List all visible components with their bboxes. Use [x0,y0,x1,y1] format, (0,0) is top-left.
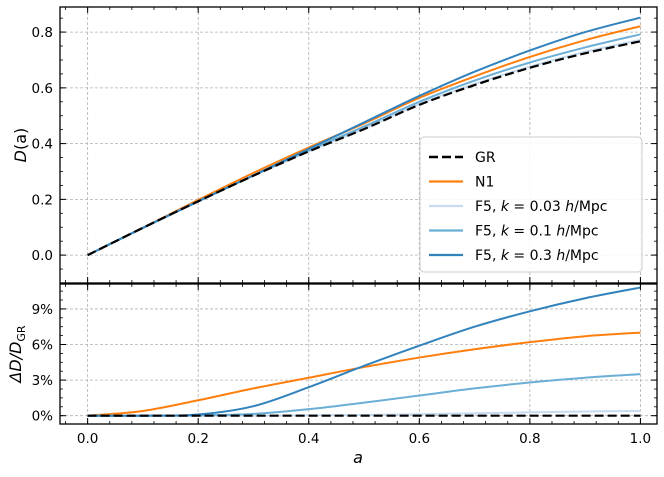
top-plot-frame [59,6,658,284]
x-tick-label: 0.6 [409,431,430,447]
x-tick-label: 0.8 [519,431,540,447]
x-axis-title: a [353,448,363,467]
top-series-line [87,40,641,257]
bot-series-line [87,331,641,417]
bot-y-tick-label: 6% [32,338,54,354]
bot-series-line [87,286,641,417]
bottom-y-axis-title: ΔD/DGR [6,325,28,385]
bottom-panel: 0.0 0.2 0.4 0.6 0.8 1.0 0% 3% 6% 9% ΔD/DGR a [6,283,658,467]
top-y-tick-label: 0.2 [32,192,53,208]
top-y-tick-label: 0.6 [32,81,53,97]
legend-label: F5, k = 0.1 h/Mpc [475,224,599,240]
x-tick-label: 1.0 [630,431,651,447]
bottom-ticks: 0.0 0.2 0.4 0.6 0.8 1.0 0% 3% 6% 9% [32,284,657,447]
bot-y-tick-label: 3% [32,373,54,389]
bot-y-tick-label: 9% [32,302,54,318]
legend-label: GR [475,150,496,166]
bot-y-tick-label: 0% [32,409,54,425]
x-tick-label: 0.4 [298,431,319,447]
top-y-tick-label: 0.0 [32,248,53,264]
x-tick-label: 0.2 [187,431,208,447]
legend-label: F5, k = 0.3 h/Mpc [475,248,599,264]
bottom-lines [87,286,641,417]
legend-label: N1 [475,175,494,191]
top-lines [87,16,641,257]
top-y-axis-title: D(a) [11,128,30,163]
top-y-tick-label: 0.8 [32,25,53,41]
legend-label: F5, k = 0.03 h/Mpc [475,199,608,215]
legend: GR N1 F5, k = 0.03 h/Mpc F5, k = 0.1 h/Mpc F… [419,136,643,273]
top-y-tick-label: 0.4 [32,137,53,153]
x-tick-label: 0.0 [77,431,98,447]
bottom-plot-frame [59,283,658,425]
legend-box [419,136,643,273]
